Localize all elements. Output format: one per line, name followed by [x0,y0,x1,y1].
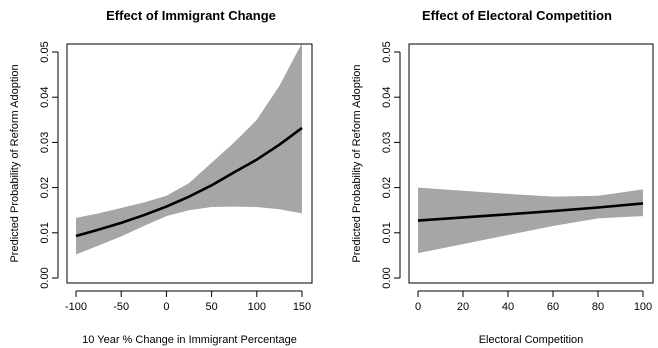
y-tick-label: 0.03 [39,132,51,153]
y-tick-label: 0.04 [381,86,393,107]
confidence-band [418,187,643,254]
chart-title: Effect of Immigrant Change [106,8,276,23]
predicted-line [75,126,303,238]
y-tick-label: 0.05 [381,41,393,62]
y-tick-label: 0.00 [381,267,393,288]
chart-panel-1: Effect of Immigrant Change -100 -50 0 50 100 1… [9,8,313,346]
chart-title: Effect of Electoral Competition [422,8,612,23]
plot-box [66,43,313,284]
x-tick-label: 100 [248,301,266,313]
x-tick-label: -50 [113,301,129,313]
y-axis-label: Predicted Probability of Reform Adoption [351,64,363,262]
y-tick-label: 0.02 [39,177,51,198]
y-axis-label: Predicted Probability of Reform Adoption [9,64,21,262]
x-axis-label: Electoral Competition [479,334,584,346]
x-tick-label: 50 [205,301,217,313]
x-axis-label: 10 Year % Change in Immigrant Percentage [82,334,297,346]
x-tick-label: 100 [634,301,652,313]
x-tick-label: -100 [65,301,87,313]
plot-box [408,43,654,284]
x-tick-label: 80 [592,301,604,313]
x-tick-label: 60 [547,301,559,313]
y-tick-label: 0.00 [39,267,51,288]
y-tick-label: 0.01 [381,222,393,243]
x-tick-label: 40 [502,301,514,313]
y-tick-label: 0.05 [39,41,51,62]
x-tick-label: 150 [293,301,311,313]
y-tick-label: 0.04 [39,86,51,107]
predicted-line [417,202,644,222]
chart-panel-2: Effect of Electoral Competition 0 20 40 60 80… [351,8,654,346]
x-tick-label: 0 [415,301,421,313]
y-tick-label: 0.01 [39,222,51,243]
confidence-band [76,42,302,255]
y-tick-label: 0.03 [381,132,393,153]
x-tick-label: 0 [163,301,169,313]
y-tick-label: 0.02 [381,177,393,198]
x-tick-label: 20 [457,301,469,313]
